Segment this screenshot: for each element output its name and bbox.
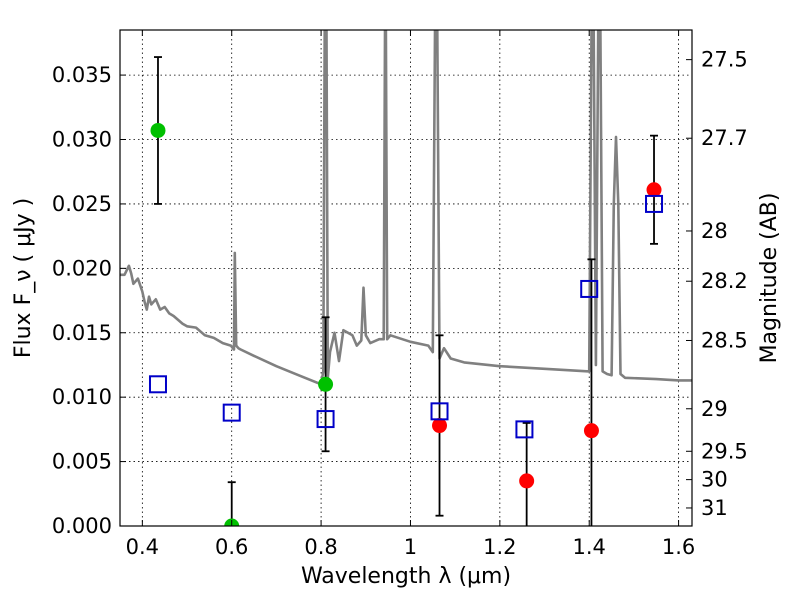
y-tick-label: 0.020 — [52, 256, 112, 280]
model-point — [645, 194, 664, 213]
y2-tick-label: 27.7 — [701, 126, 748, 150]
y-tick-label: 0.030 — [52, 128, 112, 152]
data-point — [519, 473, 535, 489]
model-point — [580, 279, 599, 298]
grid-lines — [120, 30, 692, 527]
y-axis-ticks: 0.000 0.005 0.010 0.015 0.020 0.025 0.030 0.035 — [52, 63, 126, 538]
data-point — [150, 122, 166, 138]
y2-axis-title: Magnitude (AB) — [757, 193, 782, 364]
x-tick-label: 1.2 — [483, 535, 516, 559]
y2-tick-label: 28.5 — [701, 328, 748, 352]
plot-frame — [119, 29, 693, 527]
data-point — [646, 182, 662, 198]
y2-tick-label: 30 — [701, 468, 728, 492]
y-tick-label: 0.035 — [52, 63, 112, 87]
model-point — [430, 402, 449, 421]
x-tick-label: 0.6 — [215, 535, 248, 559]
model-point — [515, 420, 534, 439]
y-tick-label: 0.005 — [52, 450, 112, 474]
y-axis-title: Flux F_ν ( μJy ) — [11, 198, 36, 358]
x-axis-ticks: 0.4 0.6 0.8 1 1.2 1.4 1.6 — [126, 30, 695, 559]
x-tick-label: 1 — [404, 535, 417, 559]
y2-tick-label: 27.5 — [701, 48, 748, 72]
y2-tick-label: 28.2 — [701, 269, 748, 293]
x-axis-title: Wavelength λ (μm) — [301, 564, 511, 589]
y2-axis-ticks: 27.5 27.7 28 28.2 28.5 29 29.5 30 31 — [686, 48, 748, 520]
model-point — [316, 410, 335, 429]
spectrum-line — [120, 30, 692, 386]
data-point — [432, 418, 448, 434]
model-point — [222, 403, 241, 422]
y-tick-label: 0.010 — [52, 385, 112, 409]
y2-tick-label: 28 — [701, 219, 728, 243]
x-tick-label: 0.8 — [304, 535, 337, 559]
errorbars — [153, 56, 659, 526]
y2-tick-label: 31 — [701, 496, 728, 520]
y2-tick-label: 29 — [701, 397, 728, 421]
x-tick-label: 1.6 — [662, 535, 695, 559]
model-point — [148, 375, 167, 394]
x-tick-label: 1.4 — [573, 535, 606, 559]
y-tick-label: 0.015 — [52, 321, 112, 345]
x-tick-label: 0.4 — [126, 535, 159, 559]
y2-tick-label: 29.5 — [701, 439, 748, 463]
data-point — [583, 423, 599, 439]
model-spectrum — [120, 30, 692, 386]
y-tick-label: 0.025 — [52, 192, 112, 216]
y-tick-label: 0.000 — [52, 514, 112, 538]
data-point — [318, 376, 334, 392]
markers — [148, 122, 664, 526]
